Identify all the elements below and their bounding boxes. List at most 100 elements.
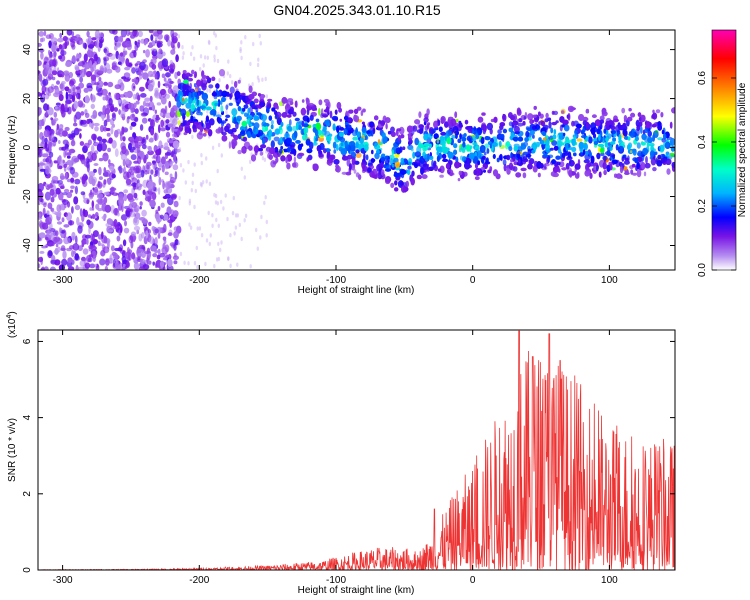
spectrogram-cell <box>470 135 477 142</box>
spectrogram-cell <box>624 157 629 161</box>
spectrogram-cell <box>38 263 41 269</box>
spectrogram-cell <box>380 156 386 162</box>
spectrogram-cell <box>47 202 53 209</box>
spectrogram-cell <box>105 258 110 266</box>
spectrogram-cell <box>196 226 199 231</box>
spectrogram-cell <box>192 128 197 133</box>
spectrogram-cell <box>131 252 136 260</box>
spectrogram-cell <box>147 150 155 156</box>
spectrogram-cell <box>286 147 291 153</box>
spectrogram-cell <box>231 211 235 216</box>
spectrogram-cell <box>531 149 536 154</box>
spectrogram-cell <box>335 167 340 173</box>
spectrogram-cell <box>312 141 318 146</box>
spectrogram-cell <box>137 94 141 101</box>
spectrogram-cell <box>126 261 130 268</box>
spectrogram-cell <box>200 160 203 166</box>
spectrogram-cell <box>172 210 179 218</box>
spectrogram-cell <box>86 87 93 92</box>
spectrogram-cell <box>612 154 615 160</box>
spectrogram-cell <box>69 219 73 226</box>
spectrogram-cell <box>117 247 123 252</box>
spectrogram-cell <box>532 114 537 119</box>
spectrogram-cell <box>128 31 135 36</box>
spectrogram-cell <box>402 146 406 150</box>
spectrogram-cell <box>454 111 458 118</box>
spectrogram-cell <box>598 133 601 142</box>
spectrogram-cell <box>336 102 342 110</box>
spectrogram-cell <box>370 130 374 137</box>
spectrogram-cell <box>398 134 401 141</box>
spectrogram-cell <box>461 136 467 142</box>
spectrogram-cell <box>325 106 330 114</box>
spectrogram-cell <box>131 82 136 92</box>
spectrogram-cell <box>42 207 46 216</box>
spectrogram-cell <box>336 125 340 133</box>
spectrogram-cell <box>584 170 590 177</box>
svg-text:(x104): (x104) <box>6 311 18 338</box>
spectrogram-cell <box>374 115 379 121</box>
spectrogram-cell <box>125 40 132 48</box>
spectrogram-cell <box>303 126 309 134</box>
spectrogram-cell <box>576 138 583 142</box>
y-tick-label: 0 <box>22 144 33 150</box>
spectrogram-cell <box>43 129 50 138</box>
spectrogram-cell <box>173 153 177 163</box>
spectrogram-cell <box>249 61 252 67</box>
spectrogram-cell <box>244 213 248 218</box>
y-tick-label: 6 <box>22 338 33 344</box>
spectrogram-cell <box>259 151 264 156</box>
spectrogram-cell <box>207 39 211 45</box>
spectrogram-cell <box>426 123 430 130</box>
spectrogram-cell <box>162 243 166 250</box>
spectrogram-cell <box>125 178 132 186</box>
spectrogram-cell <box>157 187 161 195</box>
spectrogram-cell <box>208 84 214 89</box>
spectrogram-cell <box>76 216 80 226</box>
spectrogram-cell <box>257 129 264 137</box>
spectrogram-cell <box>219 199 223 205</box>
spectrogram-cell <box>590 128 595 133</box>
spectrogram-cell <box>106 229 114 233</box>
spectrogram-cell <box>205 106 212 111</box>
spectrogram-cell <box>265 219 268 225</box>
spectrogram-cell <box>105 223 110 227</box>
spectrogram-cell <box>195 245 198 251</box>
spectrogram-cell <box>69 80 75 87</box>
spectrogram-cell <box>229 94 232 100</box>
spectrogram-cell <box>94 263 98 267</box>
spectrogram-cell <box>43 103 49 111</box>
spectrogram-cell <box>200 233 204 238</box>
spectrogram-cell <box>247 115 253 120</box>
spectrogram-cell <box>205 115 209 123</box>
spectrogram-cell <box>615 173 622 179</box>
spectrogram-cell <box>81 176 86 185</box>
spectrogram-cell <box>75 235 78 245</box>
x-tick-label: -200 <box>189 275 209 286</box>
spectrogram-cell <box>410 177 415 186</box>
spectrogram-cell <box>571 138 576 146</box>
spectrogram-cell <box>279 148 283 154</box>
spectrogram-cell <box>596 164 599 172</box>
spectrogram-cell <box>46 210 50 216</box>
spectrogram-cell <box>540 120 543 125</box>
spectrogram-cell <box>132 93 137 100</box>
spectrogram-cell <box>183 79 189 84</box>
spectrogram-cell <box>280 121 284 127</box>
spectrogram-cell <box>97 200 105 205</box>
spectrogram-cell <box>288 119 292 126</box>
spectrogram-cell <box>73 122 78 127</box>
spectrogram-cell <box>44 142 48 149</box>
spectrogram-cell <box>130 146 136 151</box>
spectrogram-cell <box>178 147 182 152</box>
spectrogram-cell <box>172 32 178 37</box>
spectrogram-cell <box>184 85 191 91</box>
spectrogram-cell <box>75 264 79 270</box>
spectrogram-cell <box>231 127 237 133</box>
spectrogram-cell <box>144 97 151 102</box>
spectrogram-cell <box>75 86 81 90</box>
spectrogram-cell <box>122 263 126 268</box>
spectrogram-cell <box>154 249 159 254</box>
spectrogram-cell <box>190 115 194 122</box>
spectrogram-cell <box>134 40 138 46</box>
